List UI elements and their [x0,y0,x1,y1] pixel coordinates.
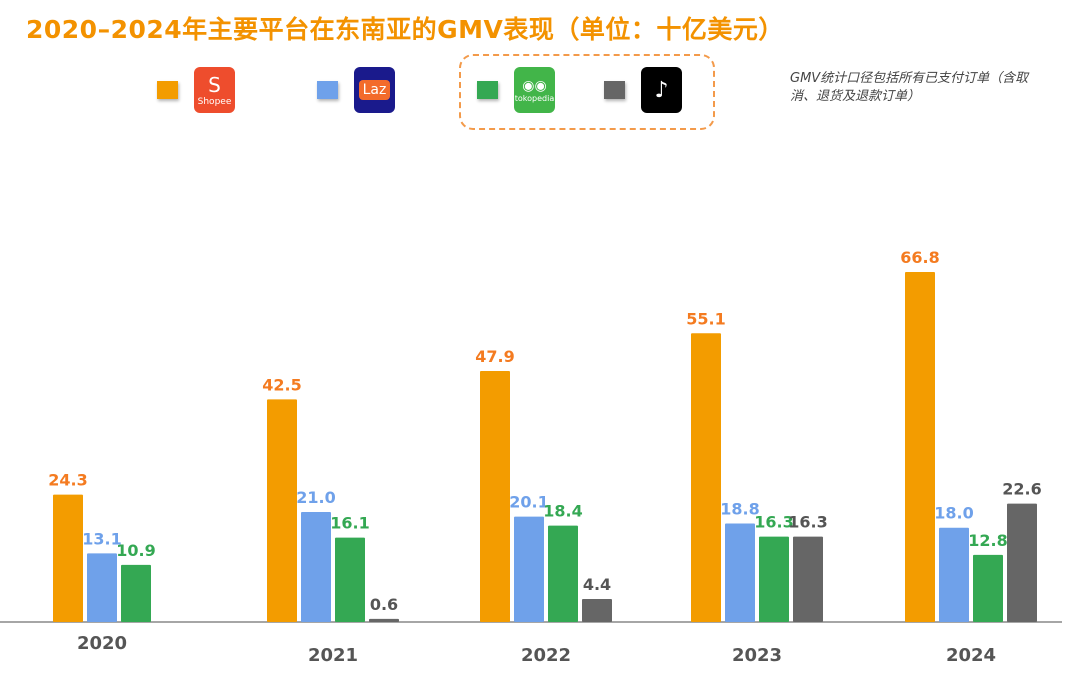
bar-2024-1 [939,527,969,622]
bar-2024-2 [973,554,1003,622]
data-label: 18.0 [934,504,973,523]
bar-2021-0 [267,399,297,622]
bar-2022-3 [582,598,612,622]
bar-2021-1 [301,511,331,622]
data-label: 16.3 [788,513,827,532]
x-tick-label: 2022 [521,645,571,666]
x-tick-label: 2023 [732,645,782,666]
data-label: 24.3 [48,471,87,490]
bar-2024-0 [905,272,935,622]
data-label: 0.6 [370,595,398,614]
data-label: 55.1 [686,309,725,328]
legend-swatch [477,81,498,99]
data-label: 42.5 [262,375,301,394]
legend-swatch [604,81,625,99]
lazada-logo-icon: Laz [354,67,395,113]
x-tick-label: 2021 [308,645,358,666]
legend-item-lazada: Laz [317,67,395,113]
bar-2022-2 [548,525,578,622]
data-label: 16.3 [754,513,793,532]
chart-title: 2020–2024年主要平台在东南亚的GMV表现（单位：十亿美元） [26,15,784,44]
data-label: 20.1 [509,493,548,512]
bar-2020-1 [87,553,117,622]
legend-swatch [157,81,178,99]
bar-2021-3 [369,618,399,622]
tokopedia-logo-icon: ◉◉ tokopedia [514,67,555,113]
bar-2024-3 [1007,503,1037,622]
data-label: 12.8 [968,531,1007,550]
x-tick-label: 2020 [77,633,127,654]
bar-2020-0 [53,494,83,622]
logo-text: Shopee [197,97,232,107]
data-label: 47.9 [475,347,514,366]
data-label: 22.6 [1002,480,1041,499]
data-label: 10.9 [116,541,155,560]
data-label: 4.4 [583,575,611,594]
bar-2023-0 [691,333,721,622]
data-label: 13.1 [82,529,121,548]
legend-item-shopee: S Shopee [157,67,235,113]
legend-group-outline [459,54,715,130]
bar-2022-0 [480,371,510,622]
note-text: GMV统计口径包括所有已支付订单（含取消、退货及退款订单） [790,71,1029,104]
data-label: 66.8 [900,248,939,267]
data-label: 18.8 [720,499,759,518]
data-label: 21.0 [296,488,335,507]
bar-2023-1 [725,523,755,622]
x-tick-label: 2024 [946,645,996,666]
data-label: 16.1 [330,514,369,533]
legend-swatch [317,81,338,99]
tiktok-shop-logo-icon: ♪ [641,67,682,113]
data-label: 18.4 [543,502,582,521]
bar-2023-2 [759,536,789,622]
shopee-logo-icon: S Shopee [194,67,235,113]
logo-text: tokopedia [514,93,555,103]
bar-2022-1 [514,516,544,622]
bar-2020-2 [121,564,151,622]
bar-2023-3 [793,536,823,622]
logo-text: Laz [358,80,391,100]
bar-2021-2 [335,537,365,622]
legend-item-tokopedia: ◉◉ tokopedia [477,67,555,113]
legend-item-tiktok: ♪ [604,67,682,113]
